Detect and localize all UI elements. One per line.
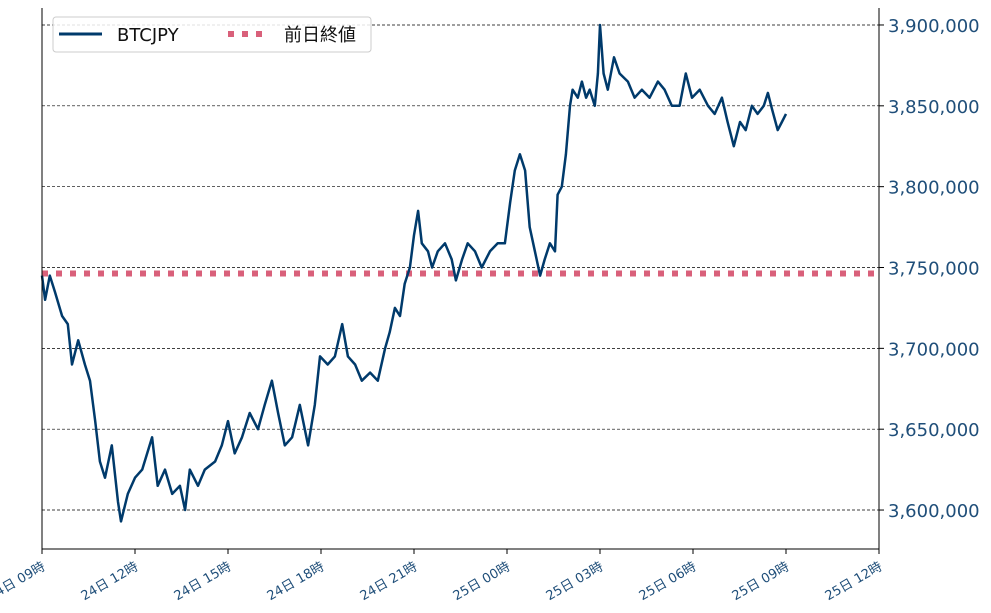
x-tick-label: 24日 18時 — [265, 559, 327, 604]
btcjpy-series — [40, 23, 788, 523]
legend: BTCJPY 前日終値 — [52, 16, 372, 53]
y-tick-label: 3,900,000 — [888, 16, 980, 37]
x-tick-label: 24日 12時 — [79, 559, 141, 604]
gridlines — [42, 24, 879, 511]
y-axis-ticks: 3,600,000 3,650,000 3,700,000 3,750,000 3,80… — [879, 16, 980, 522]
y-tick-label: 3,700,000 — [888, 339, 980, 360]
x-tick-label: 25日 12時 — [823, 559, 885, 604]
x-tick-label: 24日 09時 — [0, 559, 48, 604]
y-tick-label: 3,750,000 — [888, 259, 980, 280]
btcjpy-line — [40, 23, 788, 523]
y-tick-label: 3,800,000 — [888, 178, 980, 199]
x-tick-label: 24日 21時 — [358, 559, 420, 604]
x-tick-label: 25日 09時 — [730, 559, 792, 604]
x-axis-ticks: 24日 09時 24日 12時 24日 15時 24日 18時 24日 21時 25日 0… — [0, 549, 885, 604]
axes — [41, 8, 880, 550]
x-tick-label: 25日 06時 — [637, 559, 699, 604]
x-tick-label: 24日 15時 — [172, 559, 234, 604]
x-tick-label: 25日 00時 — [451, 559, 513, 604]
y-tick-label: 3,850,000 — [888, 97, 980, 118]
legend-prev-close-label: 前日終値 — [284, 25, 356, 46]
y-tick-label: 3,650,000 — [888, 420, 980, 441]
legend-box — [52, 16, 372, 53]
legend-btcjpy-label: BTCJPY — [117, 25, 180, 46]
y-tick-label: 3,600,000 — [888, 501, 980, 522]
x-tick-label: 25日 03時 — [544, 559, 606, 604]
